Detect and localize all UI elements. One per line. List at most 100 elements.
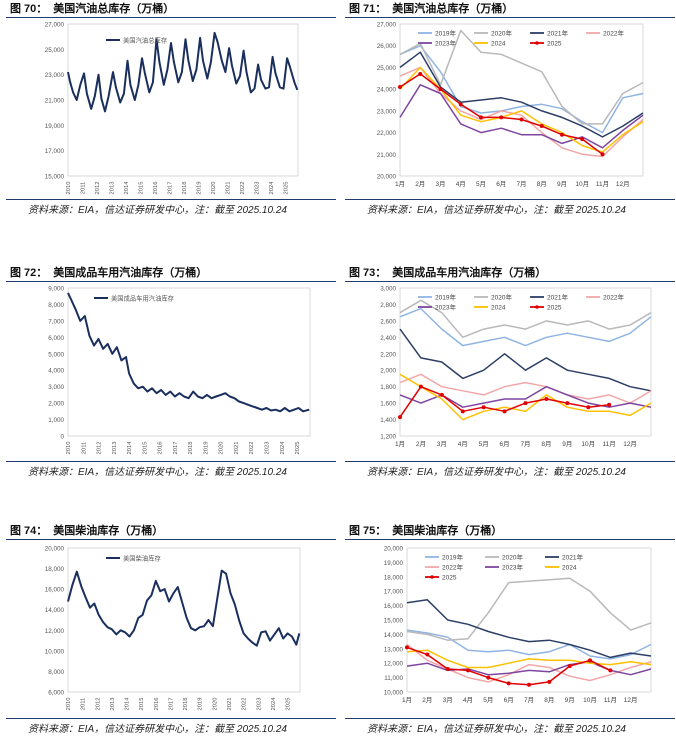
y-tick-label: 12,000	[45, 628, 65, 635]
series-marker	[502, 409, 507, 414]
x-tick-label: 3月	[435, 180, 445, 188]
series-line	[399, 44, 644, 134]
legend-label: 2019年	[435, 292, 456, 301]
chart-title: 图 73： 美国成品车用汽油库存（万桶）	[349, 267, 547, 279]
x-tick-label: 2015	[142, 442, 148, 455]
series-marker	[519, 117, 524, 122]
x-tick-label: 2015	[139, 698, 145, 711]
y-tick-label: 25,000	[377, 65, 397, 72]
y-tick-label: 4,000	[48, 368, 64, 375]
x-tick-label: 3月	[437, 440, 447, 448]
x-tick-label: 1月	[402, 696, 412, 704]
series-line	[399, 373, 652, 421]
y-tick-label: 21,000	[377, 152, 397, 159]
x-tick-label: 2012	[97, 442, 103, 455]
y-tick-label: 22,000	[377, 130, 397, 137]
chart-title: 图 72： 美国成品车用汽油库存（万桶）	[10, 267, 208, 279]
x-tick-label: 2010	[66, 442, 72, 455]
legend-label: 2020年	[502, 552, 523, 561]
series-line	[399, 51, 644, 138]
x-tick-label: 2020	[212, 698, 218, 711]
chart-fig72: 0 1,000 2,000 3,000 4,000 5,000 6,000 7,000 8,00…	[48, 286, 311, 455]
y-tick-label: 17,000	[384, 589, 404, 596]
x-tick-label: 2014	[124, 181, 130, 195]
x-tick-label: 2020	[211, 182, 217, 195]
series-line	[399, 29, 644, 125]
legend-label: 美国成品车用汽油库存	[111, 293, 175, 302]
legend-label: 2024	[562, 564, 577, 571]
series-line	[399, 373, 652, 404]
x-tick-label: 2018	[182, 182, 188, 195]
series-marker	[479, 115, 483, 120]
y-tick-label: 0	[60, 434, 64, 441]
x-tick-label: 4月	[456, 180, 466, 188]
source-rule	[345, 461, 675, 462]
series-line	[399, 84, 644, 149]
series-marker	[425, 652, 430, 657]
x-tick-label: 6月	[504, 696, 514, 704]
x-tick-label: 2012	[95, 698, 101, 711]
y-tick-label: 10,000	[45, 648, 65, 655]
series-marker	[600, 152, 605, 157]
y-tick-label: 2,400	[380, 335, 396, 342]
chart-fig73: 1,200 1,400 1,600 1,800 2,000 2,200 2,400 2,600…	[380, 286, 652, 448]
chart-fig71: 20,000 21,000 22,000 23,000 24,000 25,000 26,0…	[377, 22, 644, 188]
y-tick-label: 25,000	[45, 47, 65, 54]
series-marker	[607, 402, 612, 407]
y-tick-label: 8,000	[48, 669, 64, 676]
legend-label: 2023年	[435, 38, 456, 47]
source-rule	[6, 718, 336, 719]
y-tick-label: 26,000	[377, 43, 397, 50]
x-tick-label: 7月	[516, 180, 526, 188]
chart-title: 图 74： 美国柴油库存（万桶）	[10, 525, 164, 537]
x-tick-label: 2013	[112, 442, 118, 455]
x-tick-label: 2018	[183, 698, 189, 711]
source-note: 资料来源：EIA，信达证券研发中心，注：截至 2025.10.24	[28, 205, 287, 216]
y-tick-label: 23,000	[45, 72, 65, 79]
legend-label: 2021年	[547, 28, 568, 37]
series-marker	[460, 409, 465, 414]
x-tick-label: 2011	[81, 698, 87, 710]
x-tick-label: 2月	[422, 696, 432, 704]
y-tick-label: 12,000	[384, 661, 404, 668]
y-tick-label: 2,600	[380, 318, 396, 325]
series-marker	[398, 84, 402, 89]
series-line	[399, 299, 652, 339]
y-tick-label: 1,200	[380, 434, 396, 441]
x-tick-label: 8月	[537, 180, 547, 188]
legend-marker	[430, 575, 434, 579]
x-tick-label: 2025	[286, 698, 292, 711]
legend-label: 2020年	[491, 292, 512, 301]
chart-fig75: 10,000 11,000 12,000 13,000 14,000 15,000 16,0…	[384, 546, 652, 704]
series-marker	[499, 115, 504, 120]
chart-title: 图 75： 美国柴油库存（万桶）	[349, 525, 503, 537]
x-tick-label: 7月	[520, 440, 530, 448]
panel-fig70: 图 70： 美国汽油总库存（万桶） 15,000 17,000 19,000 21,00…	[6, 0, 336, 216]
x-tick-label: 9月	[562, 440, 572, 448]
title-rule	[6, 17, 336, 18]
series-marker	[567, 664, 572, 669]
legend-label: 2022年	[442, 562, 463, 571]
y-tick-label: 2,000	[48, 401, 64, 408]
series-marker	[539, 124, 544, 129]
chart-fig70: 15,000 17,000 19,000 21,000 23,000 25,000 27,0…	[45, 22, 299, 195]
legend-label: 2025	[547, 304, 562, 311]
x-tick-label: 2017	[168, 182, 174, 195]
x-tick-label: 3月	[443, 696, 453, 704]
y-tick-label: 8,000	[48, 302, 64, 309]
x-tick-label: 6月	[496, 180, 506, 188]
y-tick-label: 7,000	[48, 318, 64, 325]
x-tick-label: 2020	[219, 442, 225, 455]
x-tick-label: 2021	[227, 698, 233, 711]
plot-area	[67, 287, 311, 437]
y-tick-label: 23,000	[377, 108, 397, 115]
y-tick-label: 27,000	[45, 22, 65, 29]
panel-fig75: 图 75： 美国柴油库存（万桶） 10,000 11,000 12,000 13,000…	[345, 522, 675, 742]
source-note: 资料来源：EIA，信达证券研发中心，注：截至 2025.10.24	[367, 724, 626, 735]
title-rule	[345, 281, 675, 282]
legend-label: 2021年	[547, 292, 568, 301]
series-marker	[439, 392, 444, 397]
y-tick-label: 2,200	[380, 351, 396, 358]
chart-title: 图 71： 美国汽油总库存（万桶）	[349, 3, 514, 15]
series-marker	[523, 401, 528, 406]
